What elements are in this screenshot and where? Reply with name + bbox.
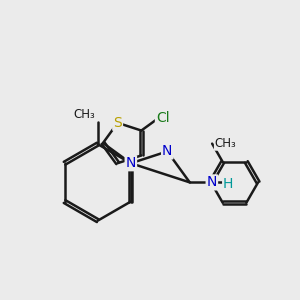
Text: S: S [113,116,122,130]
Text: CH₃: CH₃ [214,137,236,150]
Text: N: N [207,176,217,189]
Text: N: N [126,156,136,170]
Text: CH₃: CH₃ [74,108,95,121]
Text: H: H [223,177,233,191]
Text: Cl: Cl [156,111,169,124]
Text: N: N [162,144,172,158]
